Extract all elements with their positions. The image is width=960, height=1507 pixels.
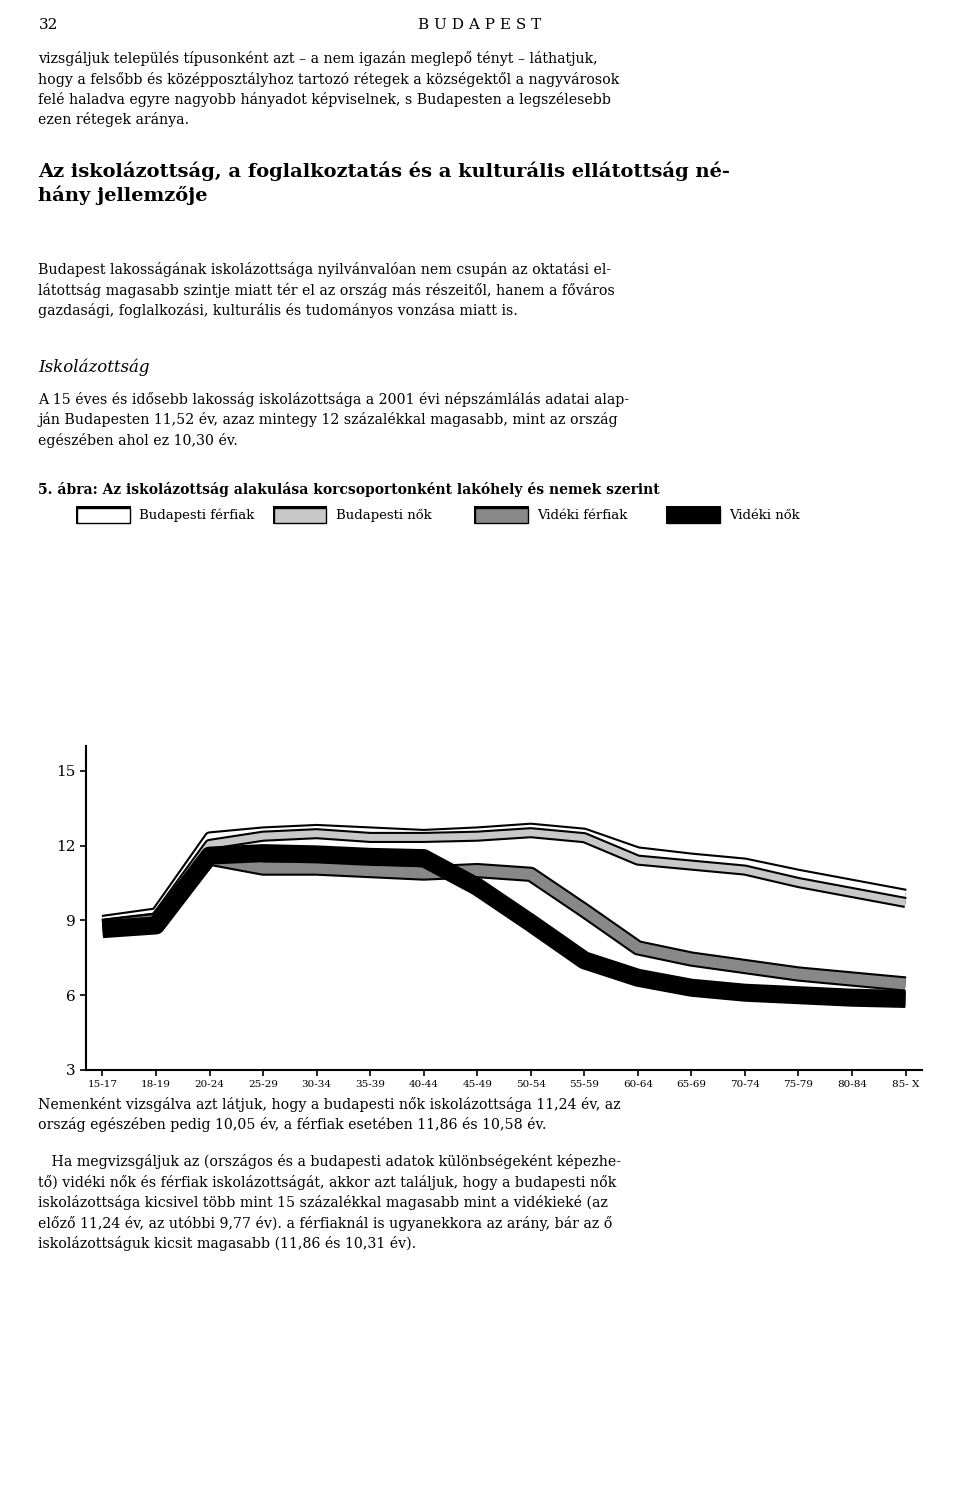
Text: Ha megvizsgáljuk az (országos és a budapesti adatok különbségeként képezhe-
tő) : Ha megvizsgáljuk az (országos és a budap… xyxy=(38,1154,621,1251)
Text: 32: 32 xyxy=(38,18,58,32)
Text: 5. ábra: Az iskolázottság alakulása korcsoportonként lakóhely és nemek szerint: 5. ábra: Az iskolázottság alakulása korc… xyxy=(38,482,660,497)
Text: A 15 éves és idősebb lakosság iskolázottsága a 2001 évi népszámlálás adatai alap: A 15 éves és idősebb lakosság iskolázott… xyxy=(38,392,630,448)
Text: Nemenként vizsgálva azt látjuk, hogy a budapesti nők iskolázottsága 11,24 év, az: Nemenként vizsgálva azt látjuk, hogy a b… xyxy=(38,1097,621,1132)
Text: Az iskolázottság, a foglalkoztatás és a kulturális ellátottság né-
hány jellemző: Az iskolázottság, a foglalkoztatás és a … xyxy=(38,161,731,205)
Text: vizsgáljuk település típusonként azt – a nem igazán meglepő tényt – láthatjuk,
h: vizsgáljuk település típusonként azt – a… xyxy=(38,51,619,128)
Text: Vidéki nők: Vidéki nők xyxy=(730,509,801,521)
Text: Iskolázottság: Iskolázottság xyxy=(38,359,150,377)
Text: B U D A P E S T: B U D A P E S T xyxy=(419,18,541,32)
Text: Vidéki férfiak: Vidéki férfiak xyxy=(538,509,628,521)
Text: Budapesti férfiak: Budapesti férfiak xyxy=(139,509,254,521)
Text: Budapest lakosságának iskolázottsága nyilvánvalóan nem csupán az oktatási el-
lá: Budapest lakosságának iskolázottsága nyi… xyxy=(38,262,615,318)
Text: Budapesti nők: Budapesti nők xyxy=(336,509,432,521)
